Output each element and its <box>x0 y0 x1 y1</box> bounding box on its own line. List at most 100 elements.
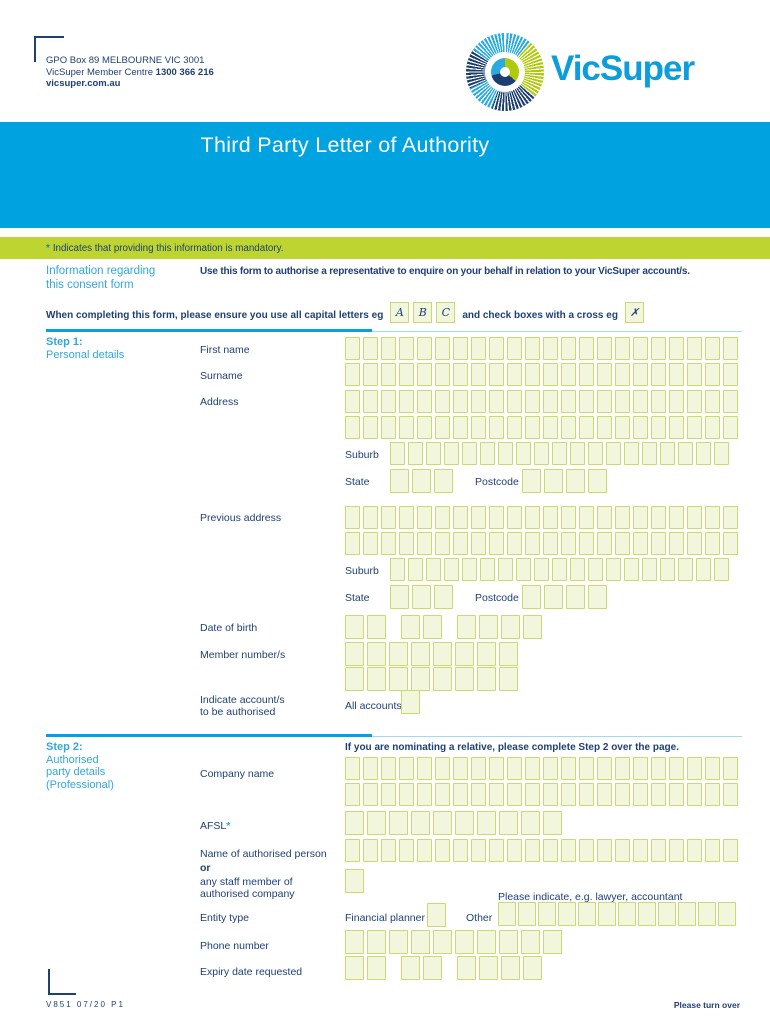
char-box[interactable] <box>687 783 702 806</box>
char-box[interactable] <box>426 558 441 581</box>
char-box[interactable] <box>489 337 504 360</box>
char-box[interactable] <box>381 839 396 862</box>
char-box[interactable] <box>723 783 738 806</box>
char-box[interactable] <box>417 337 432 360</box>
char-box[interactable] <box>606 558 621 581</box>
char-box[interactable] <box>543 783 558 806</box>
char-box[interactable] <box>669 839 684 862</box>
char-box[interactable] <box>678 442 693 465</box>
char-box[interactable] <box>408 558 423 581</box>
char-box[interactable] <box>363 839 378 862</box>
char-box[interactable] <box>399 783 414 806</box>
char-box[interactable] <box>399 757 414 780</box>
char-box[interactable] <box>507 839 522 862</box>
char-box[interactable] <box>678 902 696 926</box>
char-box[interactable] <box>578 902 596 926</box>
char-box[interactable] <box>390 558 405 581</box>
char-box[interactable] <box>723 757 738 780</box>
char-box[interactable] <box>498 902 516 926</box>
char-box[interactable] <box>597 783 612 806</box>
char-box[interactable] <box>477 642 496 666</box>
char-box[interactable] <box>390 469 409 493</box>
char-box[interactable] <box>669 506 684 529</box>
char-box[interactable] <box>543 811 562 835</box>
char-box[interactable] <box>669 416 684 439</box>
char-box[interactable] <box>615 506 630 529</box>
char-box[interactable] <box>345 642 364 666</box>
char-box[interactable] <box>412 469 431 493</box>
char-box[interactable] <box>345 757 360 780</box>
char-box[interactable] <box>426 442 441 465</box>
char-box[interactable] <box>363 390 378 413</box>
char-box[interactable] <box>345 783 360 806</box>
char-box[interactable] <box>561 390 576 413</box>
char-box[interactable] <box>345 363 360 386</box>
char-box[interactable] <box>597 337 612 360</box>
char-box[interactable] <box>624 442 639 465</box>
char-box[interactable] <box>642 558 657 581</box>
char-box[interactable] <box>523 956 542 980</box>
char-box[interactable] <box>462 558 477 581</box>
char-box[interactable] <box>723 839 738 862</box>
char-box[interactable] <box>390 442 405 465</box>
char-box[interactable] <box>606 442 621 465</box>
char-box[interactable] <box>434 469 453 493</box>
char-box[interactable] <box>525 416 540 439</box>
char-box[interactable] <box>471 390 486 413</box>
char-box[interactable] <box>345 956 364 980</box>
char-box[interactable] <box>523 615 542 639</box>
char-box[interactable] <box>521 930 540 954</box>
char-box[interactable] <box>615 363 630 386</box>
char-box[interactable] <box>543 757 558 780</box>
char-box[interactable] <box>367 811 386 835</box>
char-box[interactable] <box>444 442 459 465</box>
char-box[interactable] <box>579 532 594 555</box>
char-box[interactable] <box>718 902 736 926</box>
char-box[interactable] <box>489 416 504 439</box>
char-box[interactable] <box>381 363 396 386</box>
char-box[interactable] <box>453 416 468 439</box>
all-accounts-checkbox[interactable] <box>401 690 420 714</box>
char-box[interactable] <box>453 363 468 386</box>
char-box[interactable] <box>411 811 430 835</box>
char-box[interactable] <box>455 811 474 835</box>
char-box[interactable] <box>538 902 556 926</box>
char-box[interactable] <box>434 585 453 609</box>
char-box[interactable] <box>633 363 648 386</box>
char-box[interactable] <box>367 930 386 954</box>
char-box[interactable] <box>401 956 420 980</box>
char-box[interactable] <box>363 783 378 806</box>
char-box[interactable] <box>651 337 666 360</box>
char-box[interactable] <box>435 363 450 386</box>
char-box[interactable] <box>561 506 576 529</box>
char-box[interactable] <box>615 337 630 360</box>
char-box[interactable] <box>705 363 720 386</box>
char-box[interactable] <box>457 956 476 980</box>
char-box[interactable] <box>615 532 630 555</box>
char-box[interactable] <box>455 667 474 691</box>
char-box[interactable] <box>471 337 486 360</box>
char-box[interactable] <box>714 442 729 465</box>
char-box[interactable] <box>507 532 522 555</box>
char-box[interactable] <box>669 532 684 555</box>
char-box[interactable] <box>489 532 504 555</box>
char-box[interactable] <box>525 757 540 780</box>
char-box[interactable] <box>525 532 540 555</box>
char-box[interactable] <box>638 902 656 926</box>
char-box[interactable] <box>615 416 630 439</box>
char-box[interactable] <box>705 390 720 413</box>
char-box[interactable] <box>489 783 504 806</box>
char-box[interactable] <box>705 416 720 439</box>
char-box[interactable] <box>597 390 612 413</box>
char-box[interactable] <box>363 506 378 529</box>
char-box[interactable] <box>417 390 432 413</box>
char-box[interactable] <box>579 783 594 806</box>
char-box[interactable] <box>597 532 612 555</box>
char-box[interactable] <box>696 442 711 465</box>
char-box[interactable] <box>705 337 720 360</box>
char-box[interactable] <box>687 506 702 529</box>
char-box[interactable] <box>723 506 738 529</box>
char-box[interactable] <box>579 390 594 413</box>
char-box[interactable] <box>499 930 518 954</box>
char-box[interactable] <box>367 956 386 980</box>
